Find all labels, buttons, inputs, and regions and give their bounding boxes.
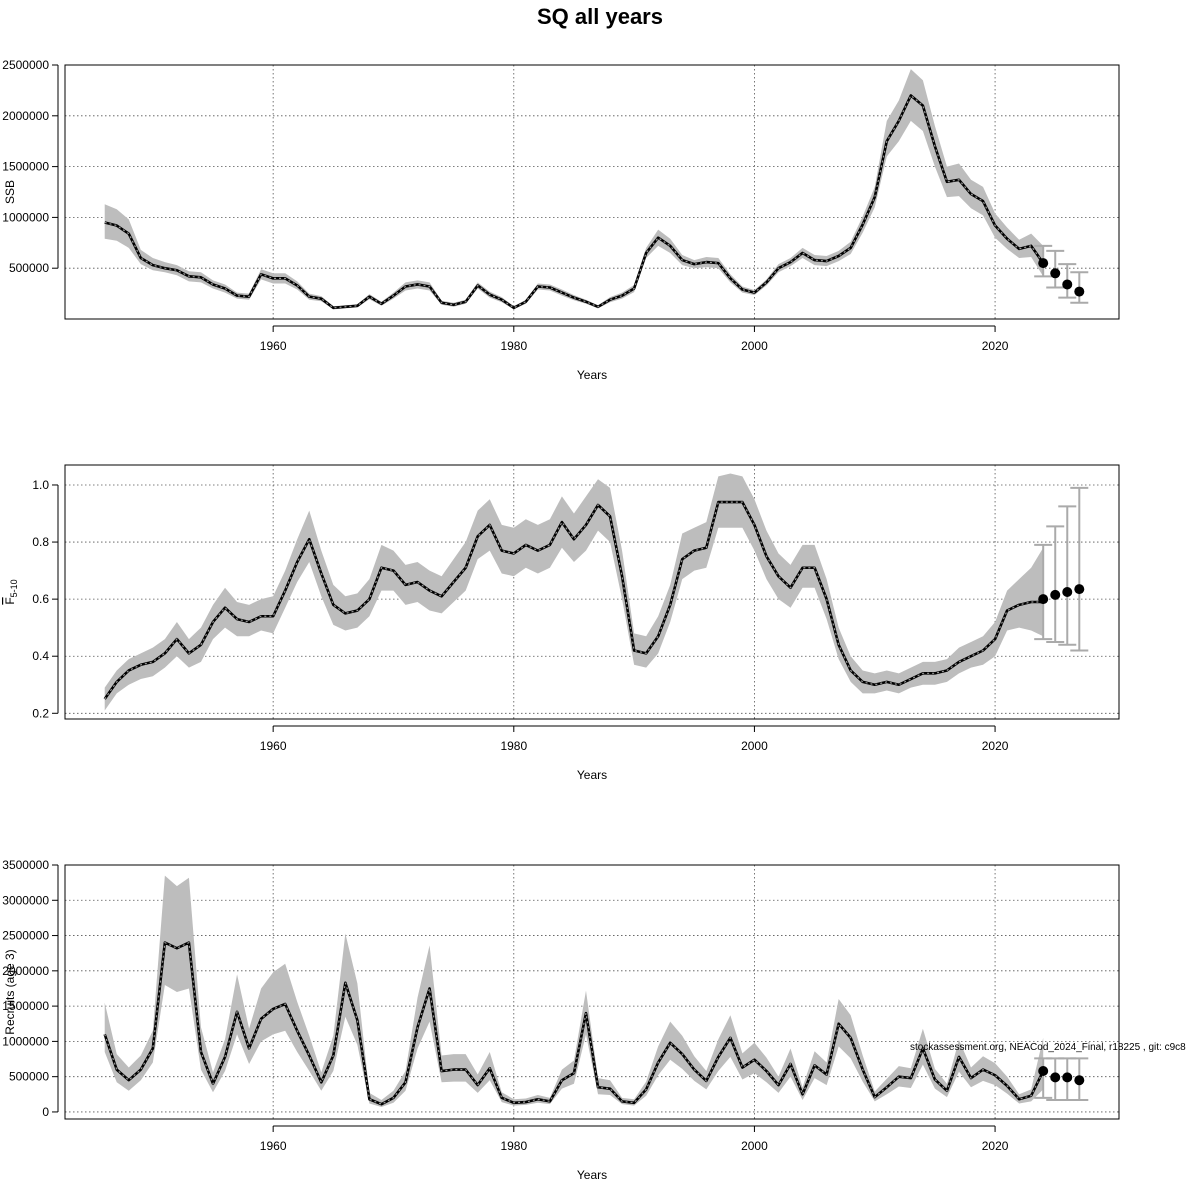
x-tick-label: 2020 [982,1139,1009,1153]
x-tick-label: 2020 [982,739,1009,753]
x-axis-title: Years [577,768,607,782]
y-tick-label: 1.0 [32,478,49,492]
y-tick-label: 2500000 [2,58,49,72]
x-tick-label: 1980 [500,1139,527,1153]
x-tick-label: 1980 [500,339,527,353]
projection-point [1050,268,1061,279]
y-axis-title-main: F [3,597,17,604]
footnote: stockassessment.org, NEACod_2024_Final, … [910,1042,1186,1053]
x-tick-label: 1960 [260,1139,287,1153]
panel-ssb: 1960 1980 2000 2020 500000 1000000 1500000 2000… [2,58,1120,382]
y-axis-title: SSB [3,180,17,204]
projection-point [1074,1075,1085,1086]
x-axis-title: Years [577,1168,607,1182]
y-tick-label: 2000000 [2,109,49,123]
panel-fbar: 1960 1980 2000 2020 0.2 0.4 0.6 0.8 1.0 Years F5-1… [3,464,1120,782]
confidence-band [104,473,1044,711]
y-tick-label: 0 [42,1105,49,1119]
projection-point [1050,589,1061,600]
y-tick-label: 1500000 [2,999,49,1013]
estimate-line-dots [104,501,1044,700]
x-tick-label: 2000 [741,739,768,753]
y-tick-label: 1500000 [2,160,49,174]
panel-recruits: 1960 1980 2000 2020 0 500000 1000000 1500000 200… [2,858,1120,1182]
y-tick-label: 500000 [9,1070,49,1084]
plot-frame [64,64,1120,320]
y-tick-label: 0.4 [32,649,49,663]
projection-point [1038,1066,1049,1077]
y-tick-label: 0.6 [32,592,49,606]
y-tick-label: 500000 [9,261,49,275]
projection-point [1038,594,1049,605]
y-axis-title: F5-10 [3,579,19,604]
y-axis-title: Recruits (age 3) [3,949,17,1034]
y-tick-label: 1000000 [2,210,49,224]
y-tick-label: 0.2 [32,706,49,720]
y-tick-label: 1000000 [2,1034,49,1048]
y-tick-label: 2000000 [2,964,49,978]
projection-point [1050,1072,1061,1083]
panels: 1960 1980 2000 2020 500000 1000000 1500000 2000… [2,58,1120,1182]
plot-frame [64,464,1120,720]
figure-title: SQ all years [537,4,663,29]
projection-point [1038,258,1049,269]
projection-point [1062,587,1073,597]
projection-point [1062,279,1073,290]
projection-point [1062,1072,1073,1083]
x-tick-label: 1980 [500,739,527,753]
y-axis-title-main: Recruits (age 3) [3,949,17,1034]
projection-point [1074,286,1085,297]
estimate-line-dots [104,94,1044,309]
plot-frame [64,864,1120,1120]
y-tick-label: 0.8 [32,535,49,549]
y-tick-label: 3000000 [2,893,49,907]
estimate-line-dots [104,941,1044,1105]
y-axis-title-subscript: 5-10 [9,579,19,597]
x-tick-label: 2020 [982,339,1009,353]
x-tick-label: 1960 [260,339,287,353]
x-tick-label: 1960 [260,739,287,753]
y-axis-title-main: SSB [3,180,17,204]
x-axis-title: Years [577,368,607,382]
y-tick-label: 3500000 [2,858,49,872]
y-tick-label: 2500000 [2,929,49,943]
x-tick-label: 2000 [741,339,768,353]
x-tick-label: 2000 [741,1139,768,1153]
projection-point [1074,584,1085,595]
